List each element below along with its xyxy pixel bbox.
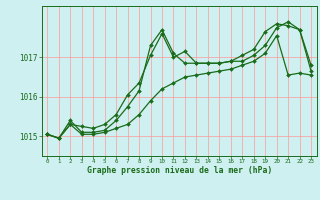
X-axis label: Graphe pression niveau de la mer (hPa): Graphe pression niveau de la mer (hPa) (87, 166, 272, 175)
